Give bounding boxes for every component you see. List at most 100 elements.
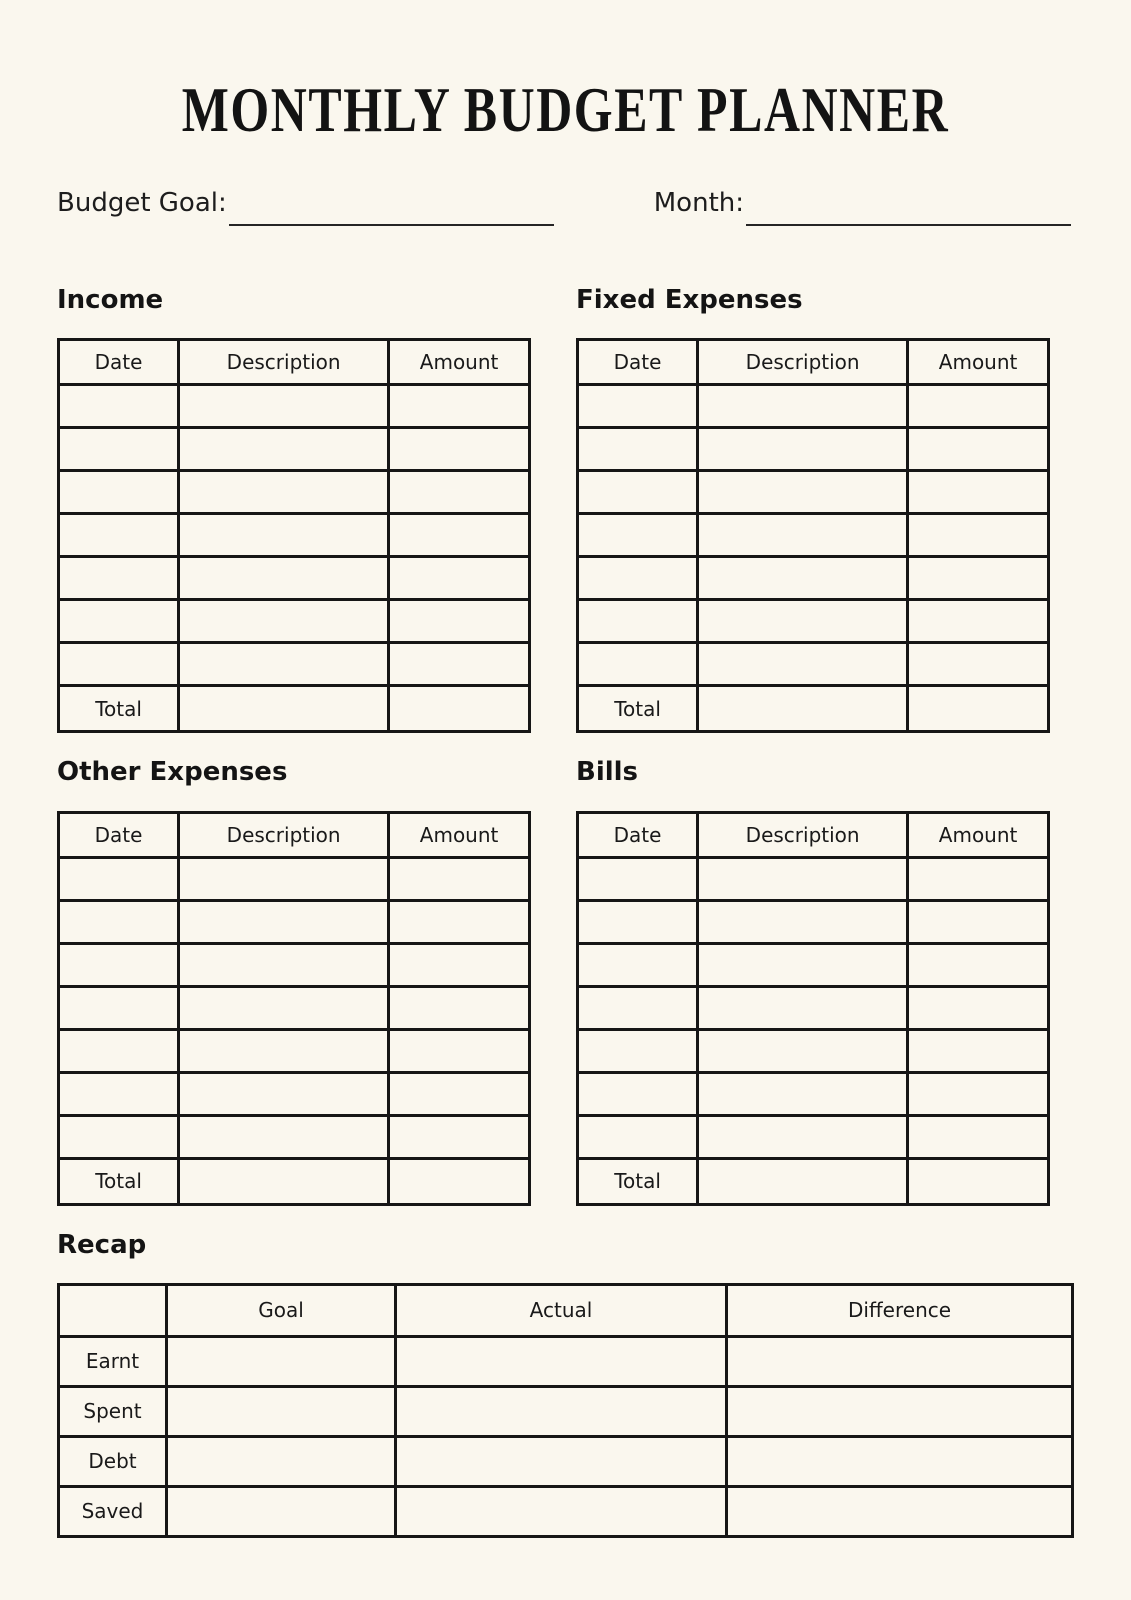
- recap-spent-goal-cell[interactable]: [165, 1384, 397, 1438]
- empty-cell[interactable]: [56, 1070, 181, 1117]
- empty-cell[interactable]: [56, 598, 181, 645]
- empty-cell[interactable]: [906, 855, 1050, 902]
- empty-cell[interactable]: [575, 1027, 700, 1074]
- empty-cell[interactable]: [56, 426, 181, 473]
- recap-earnt-actual-cell[interactable]: [394, 1334, 728, 1388]
- empty-cell[interactable]: [696, 984, 910, 1031]
- empty-cell[interactable]: [177, 984, 391, 1031]
- empty-cell[interactable]: [56, 984, 181, 1031]
- empty-cell[interactable]: [387, 855, 531, 902]
- empty-cell[interactable]: [906, 555, 1050, 602]
- empty-cell[interactable]: [575, 941, 700, 988]
- empty-cell[interactable]: [177, 1070, 391, 1117]
- empty-cell[interactable]: [387, 598, 531, 645]
- empty-cell[interactable]: [696, 855, 910, 902]
- empty-cell[interactable]: [56, 1113, 181, 1160]
- empty-cell[interactable]: [575, 469, 700, 516]
- empty-cell[interactable]: [387, 555, 531, 602]
- recap-saved-actual-cell[interactable]: [394, 1484, 728, 1538]
- budget-goal-blank-line[interactable]: [228, 224, 554, 227]
- empty-cell[interactable]: [906, 469, 1050, 516]
- empty-cell[interactable]: [906, 1113, 1050, 1160]
- recap-spent-difference-cell[interactable]: [725, 1384, 1074, 1438]
- empty-cell[interactable]: [387, 1027, 531, 1074]
- empty-cell[interactable]: [575, 855, 700, 902]
- other-expenses-total-amount-cell[interactable]: [387, 1156, 531, 1206]
- empty-cell[interactable]: [575, 1070, 700, 1117]
- empty-cell[interactable]: [696, 941, 910, 988]
- empty-cell[interactable]: [177, 426, 391, 473]
- empty-cell[interactable]: [56, 855, 181, 902]
- income-total-amount-cell[interactable]: [387, 684, 531, 734]
- empty-cell[interactable]: [906, 1027, 1050, 1074]
- recap-spent-actual-cell[interactable]: [394, 1384, 728, 1438]
- empty-cell[interactable]: [575, 555, 700, 602]
- empty-cell[interactable]: [696, 598, 910, 645]
- empty-cell[interactable]: [906, 1070, 1050, 1117]
- empty-cell[interactable]: [906, 898, 1050, 945]
- empty-cell[interactable]: [696, 469, 910, 516]
- empty-cell[interactable]: [56, 512, 181, 559]
- empty-cell[interactable]: [696, 641, 910, 688]
- empty-cell[interactable]: [56, 641, 181, 688]
- empty-cell[interactable]: [177, 512, 391, 559]
- empty-cell[interactable]: [906, 383, 1050, 430]
- empty-cell[interactable]: [906, 426, 1050, 473]
- empty-cell[interactable]: [575, 598, 700, 645]
- other-expenses-total-description-cell[interactable]: [177, 1156, 391, 1206]
- empty-cell[interactable]: [906, 984, 1050, 1031]
- recap-saved-goal-cell[interactable]: [165, 1484, 397, 1538]
- recap-debt-actual-cell[interactable]: [394, 1434, 728, 1488]
- empty-cell[interactable]: [387, 941, 531, 988]
- recap-earnt-goal-cell[interactable]: [165, 1334, 397, 1388]
- empty-cell[interactable]: [56, 383, 181, 430]
- empty-cell[interactable]: [177, 1113, 391, 1160]
- empty-cell[interactable]: [575, 898, 700, 945]
- empty-cell[interactable]: [387, 1070, 531, 1117]
- empty-cell[interactable]: [177, 469, 391, 516]
- empty-cell[interactable]: [906, 941, 1050, 988]
- empty-cell[interactable]: [387, 641, 531, 688]
- empty-cell[interactable]: [177, 1027, 391, 1074]
- empty-cell[interactable]: [56, 469, 181, 516]
- empty-cell[interactable]: [696, 426, 910, 473]
- empty-cell[interactable]: [575, 1113, 700, 1160]
- empty-cell[interactable]: [56, 898, 181, 945]
- empty-cell[interactable]: [177, 598, 391, 645]
- empty-cell[interactable]: [696, 555, 910, 602]
- empty-cell[interactable]: [177, 855, 391, 902]
- empty-cell[interactable]: [575, 383, 700, 430]
- empty-cell[interactable]: [177, 898, 391, 945]
- bills-total-amount-cell[interactable]: [906, 1156, 1050, 1206]
- recap-debt-difference-cell[interactable]: [725, 1434, 1074, 1488]
- bills-total-description-cell[interactable]: [696, 1156, 910, 1206]
- empty-cell[interactable]: [56, 1027, 181, 1074]
- empty-cell[interactable]: [575, 512, 700, 559]
- income-total-description-cell[interactable]: [177, 684, 391, 734]
- empty-cell[interactable]: [906, 598, 1050, 645]
- empty-cell[interactable]: [696, 898, 910, 945]
- empty-cell[interactable]: [387, 383, 531, 430]
- empty-cell[interactable]: [387, 1113, 531, 1160]
- empty-cell[interactable]: [696, 1070, 910, 1117]
- empty-cell[interactable]: [575, 641, 700, 688]
- fixed-expenses-total-amount-cell[interactable]: [906, 684, 1050, 734]
- month-blank-line[interactable]: [746, 224, 1072, 227]
- empty-cell[interactable]: [387, 512, 531, 559]
- empty-cell[interactable]: [696, 1027, 910, 1074]
- empty-cell[interactable]: [387, 469, 531, 516]
- empty-cell[interactable]: [387, 426, 531, 473]
- empty-cell[interactable]: [387, 984, 531, 1031]
- empty-cell[interactable]: [906, 512, 1050, 559]
- empty-cell[interactable]: [575, 984, 700, 1031]
- empty-cell[interactable]: [56, 555, 181, 602]
- empty-cell[interactable]: [177, 383, 391, 430]
- empty-cell[interactable]: [696, 383, 910, 430]
- fixed-expenses-total-description-cell[interactable]: [696, 684, 910, 734]
- empty-cell[interactable]: [56, 941, 181, 988]
- empty-cell[interactable]: [696, 1113, 910, 1160]
- empty-cell[interactable]: [906, 641, 1050, 688]
- empty-cell[interactable]: [177, 641, 391, 688]
- empty-cell[interactable]: [387, 898, 531, 945]
- empty-cell[interactable]: [177, 555, 391, 602]
